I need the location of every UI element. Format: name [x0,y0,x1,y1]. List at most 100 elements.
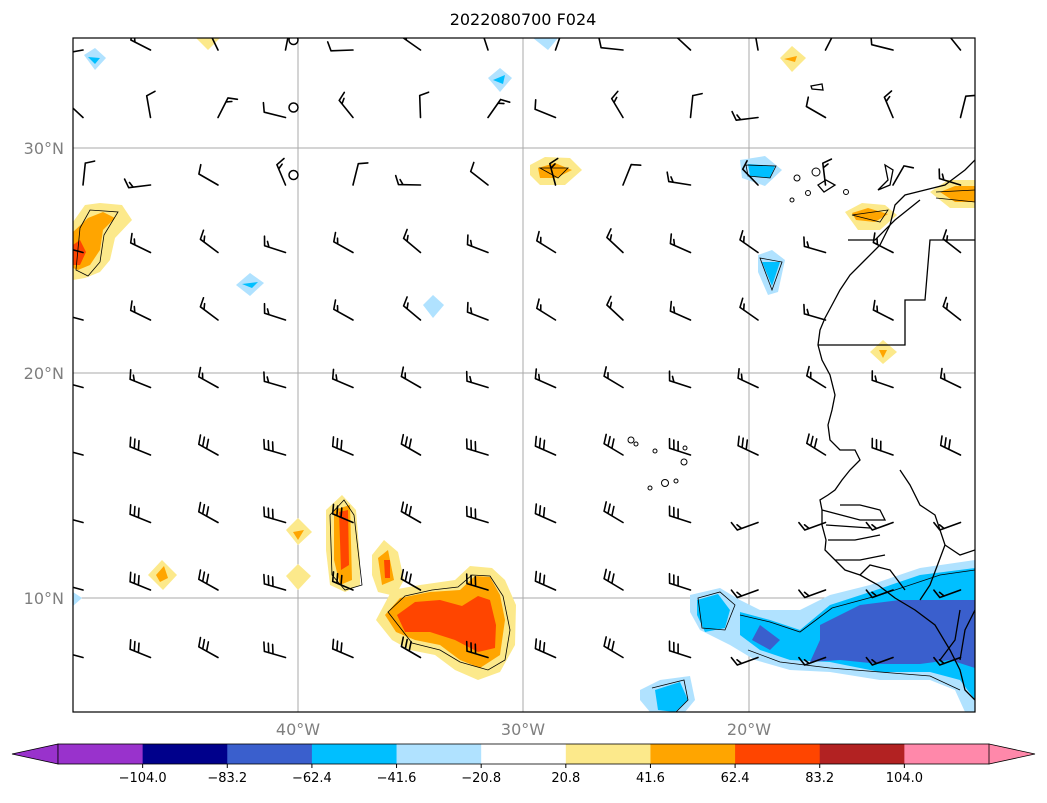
colorbar-segment [819,744,905,764]
wind-barb [892,165,915,186]
wind-barb [394,174,422,186]
wind-barb [145,90,156,119]
wind-barb [741,160,759,186]
wind-barb [606,228,624,254]
wind-barb [883,90,894,119]
wind-barb [534,638,557,659]
colorbar-segment [396,744,482,764]
colorbar: −104.0 −83.2 −62.4 −41.6 −20.8 20.8 41.6 62.4 83… [11,743,1036,786]
wind-barb [73,248,84,254]
wind-barb [400,568,422,591]
wind-barb [730,589,759,599]
wind-barb [534,368,557,389]
map-area [73,38,975,712]
wind-barb [805,96,827,119]
wind-barb [73,107,84,119]
wind-barb [263,371,287,389]
wind-barb [469,161,489,186]
wind-barb [263,641,287,659]
wind-barb [949,38,962,51]
wind-barb [871,370,894,389]
wind-barb [603,636,624,659]
wind-barb [668,505,692,524]
colorbar-tick-label: −20.8 [461,771,501,786]
wind-barb [400,433,422,456]
wind-barb [465,370,489,389]
wind-barb [263,302,287,321]
wind-barb [676,38,692,51]
colorbar-tick-label: 62.4 [721,771,750,786]
wind-barb [129,300,152,321]
wind-barb [942,229,962,254]
colorbar-segment [481,744,567,764]
wind-barb [352,162,369,186]
calm-wind-marker [288,169,299,181]
wind-barb [666,171,692,186]
wind-barb [668,370,692,389]
wind-barb [806,433,827,456]
wind-barb [668,572,692,591]
colorbar-extend-low [11,743,59,765]
colorbar-tick-label: 104.0 [886,771,923,786]
map-title: 2022080700 F024 [450,10,597,29]
wind-barb [865,589,894,599]
wind-barb [199,297,219,321]
wind-barb [938,168,962,186]
lat-label-10n: 10°N [24,589,64,608]
colorbar-tick-label: −41.6 [377,771,417,786]
colorbar-extend-high [988,743,1036,765]
lon-label-20w: 20°W [727,720,771,739]
lat-label-20n: 20°N [24,364,64,383]
wind-barb [534,435,557,456]
wind-barb [466,301,489,321]
wind-barb [331,436,354,456]
wind-barb [933,656,962,666]
wind-barb [400,501,422,524]
wind-barb [959,94,975,119]
colorbar-tick-label: −83.2 [207,771,247,786]
islands [627,167,849,491]
lat-label-30n: 30°N [24,139,64,158]
wind-barb [331,571,354,591]
wind-barb [803,303,827,321]
colorbar-segment [565,744,651,764]
colorbar-segment [142,744,228,764]
colorbar-segment [735,744,821,764]
wind-barb [933,589,962,599]
wind-barb [939,367,962,389]
wind-barb [603,433,624,456]
wind-barb [737,435,759,456]
wind-barb [338,91,354,119]
coastlines [810,83,975,701]
wind-barb [483,38,489,51]
colorbar-tick-label: 83.2 [805,771,834,786]
wind-barb [129,571,152,591]
colorbar-outline [57,743,990,765]
wind-barb [129,232,152,254]
wind-barb [668,640,692,659]
wind-barb [933,521,962,531]
wind-barbs [73,38,975,666]
wind-barb [536,230,557,254]
wind-barb [73,316,84,321]
wind-barb [822,158,833,186]
wind-barb [129,639,152,659]
wind-barb [534,570,557,591]
wind-barb [331,638,354,659]
wind-barb [554,38,561,51]
wind-barb [622,163,642,186]
wind-barb [939,435,962,456]
wind-barb [198,501,219,524]
wind-barb [466,234,489,254]
wind-barb [402,296,422,321]
wind-barb [129,504,152,524]
wind-barb [798,656,827,666]
wind-barb [669,233,692,254]
wind-barb [872,299,894,321]
wind-barb [739,230,759,254]
wind-barb [129,436,152,456]
wind-barb [73,49,84,53]
wind-barb [129,369,152,389]
wind-barb [217,97,239,119]
